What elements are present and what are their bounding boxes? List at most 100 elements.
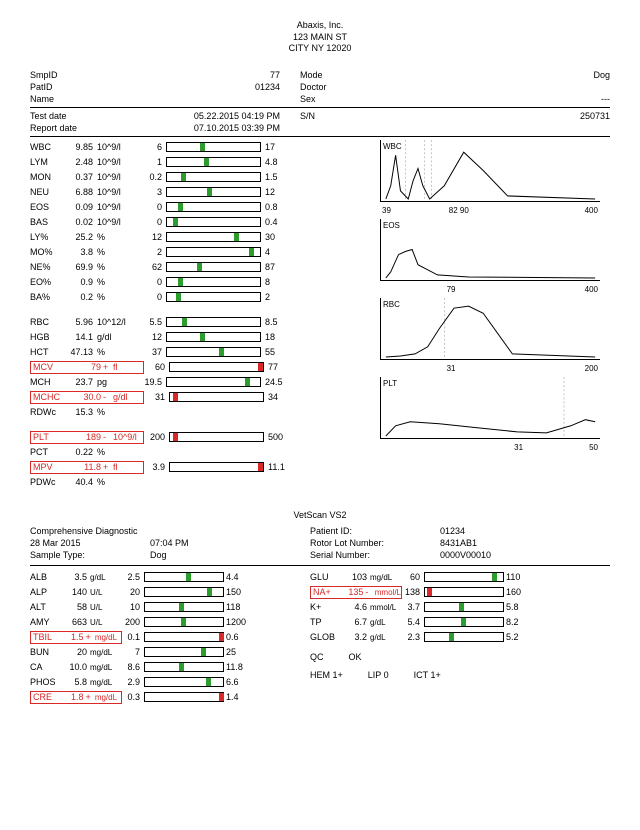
param-unit: 10^9/l — [97, 157, 139, 167]
param-row: PDWc 40.4 % — [30, 475, 370, 489]
address-line: 123 MAIN ST — [30, 32, 610, 44]
chem-high: 25 — [226, 647, 254, 657]
range-bar — [169, 392, 264, 402]
hem-value: HEM 1+ — [310, 670, 343, 680]
chem-high: 11.8 — [226, 662, 254, 672]
patid-label: PatID — [30, 82, 100, 92]
sampletype-label: Sample Type: — [30, 550, 150, 560]
rotorlot-label: Rotor Lot Number: — [310, 538, 440, 548]
range-bar — [166, 262, 261, 272]
chem-unit: U/L — [90, 618, 122, 627]
flagged-param: PLT189-10^9/l — [30, 431, 144, 444]
param-value: 9.85 — [62, 142, 97, 152]
chem-unit: g/dL — [370, 618, 402, 627]
doctor-label: Doctor — [300, 82, 350, 92]
chem-high: 118 — [226, 602, 254, 612]
axis-labels: 79400 — [380, 285, 600, 298]
param-value: 6.88 — [62, 187, 97, 197]
chem-value: 3.5 — [60, 572, 90, 582]
param-name: WBC — [30, 142, 62, 152]
patient-info: SmpID 77 Mode Dog PatID 01234 Doctor Nam… — [30, 70, 610, 137]
range-high: 77 — [266, 362, 296, 372]
param-row: EOS 0.09 10^9/l0 0.8 — [30, 200, 370, 214]
patientid-label: Patient ID: — [310, 526, 440, 536]
range-high: 2 — [263, 292, 293, 302]
chem-bar — [144, 587, 224, 597]
sex-label: Sex — [300, 94, 350, 104]
range-high: 8 — [263, 277, 293, 287]
chem-low: 0.1 — [122, 632, 142, 642]
range-bar — [166, 292, 261, 302]
flagged-param: MPV11.8+fl — [30, 461, 144, 474]
chem-unit: mg/dL — [90, 678, 122, 687]
chem-low: 5.4 — [402, 617, 422, 627]
param-row: HCT 47.13 %37 55 — [30, 345, 370, 359]
param-row: MPV11.8+fl 3.9 11.1 — [30, 460, 370, 474]
chem-low: 60 — [402, 572, 422, 582]
range-high: 1.5 — [263, 172, 293, 182]
param-value: 15.3 — [62, 407, 97, 417]
param-row: NEU 6.88 10^9/l3 12 — [30, 185, 370, 199]
serial-value: 0000V00010 — [440, 550, 491, 560]
mode-label: Mode — [300, 70, 350, 80]
chem-low: 2.9 — [122, 677, 142, 687]
param-value: 3.8 — [62, 247, 97, 257]
range-low: 12 — [139, 332, 164, 342]
chem-unit: mg/dL — [90, 648, 122, 657]
smpid-value: 77 — [100, 70, 300, 80]
chem-bar — [144, 647, 224, 657]
chem-high: 5.8 — [506, 602, 534, 612]
param-row: MCV79+fl 60 77 — [30, 360, 370, 374]
chem-bar — [144, 677, 224, 687]
param-value: 5.96 — [62, 317, 97, 327]
chem-name: GLU — [310, 572, 340, 582]
chem-bar — [144, 602, 224, 612]
flagged-chem: NA+135-mmol/L — [310, 586, 402, 599]
param-name: RDWc — [30, 407, 62, 417]
range-high: 30 — [263, 232, 293, 242]
chem-name: GLOB — [310, 632, 340, 642]
city-line: CITY NY 12020 — [30, 43, 610, 55]
param-row: BAS 0.02 10^9/l0 0.4 — [30, 215, 370, 229]
range-low: 0 — [139, 202, 164, 212]
param-name: NE% — [30, 262, 62, 272]
range-high: 0.4 — [263, 217, 293, 227]
time-value: 07:04 PM — [150, 538, 189, 548]
param-name: PDWc — [30, 477, 62, 487]
chem-row: NA+135-mmol/L 138 160 — [310, 585, 590, 599]
range-low: 3 — [139, 187, 164, 197]
chemistry-section: VetScan VS2 Comprehensive Diagnostic 28 … — [30, 510, 610, 705]
param-name: MCH — [30, 377, 62, 387]
chem-low: 200 — [122, 617, 142, 627]
chem-row: ALP 140 U/L20 150 — [30, 585, 310, 599]
param-row: NE% 69.9 %62 87 — [30, 260, 370, 274]
rotorlot-value: 8431AB1 — [440, 538, 477, 548]
patientid-value: 01234 — [440, 526, 465, 536]
qc-ok: OK — [349, 652, 362, 662]
range-bar — [166, 247, 261, 257]
range-bar — [166, 157, 261, 167]
param-row: MCHC30.0-g/dl 31 34 — [30, 390, 370, 404]
lab-report: Abaxis, Inc. 123 MAIN ST CITY NY 12020 S… — [0, 0, 640, 725]
param-unit: g/dl — [97, 332, 139, 342]
testdate-label: Test date — [30, 111, 100, 121]
chem-value: 663 — [60, 617, 90, 627]
param-row: PLT189-10^9/l 200 500 — [30, 430, 370, 444]
histogram-chart: PLT — [380, 377, 600, 439]
vs2-title: VetScan VS2 — [30, 510, 610, 520]
chem-unit: mg/dL — [370, 573, 402, 582]
param-value: 23.7 — [62, 377, 97, 387]
chart-label: WBC — [383, 142, 402, 151]
chem-value: 6.7 — [340, 617, 370, 627]
param-unit: % — [97, 247, 139, 257]
param-name: LY% — [30, 232, 62, 242]
range-bar — [169, 362, 264, 372]
chem-value: 58 — [60, 602, 90, 612]
range-high: 500 — [266, 432, 296, 442]
chem-low: 3.7 — [402, 602, 422, 612]
range-bar — [166, 377, 261, 387]
chem-name: CA — [30, 662, 60, 672]
range-low: 1 — [139, 157, 164, 167]
report-header: Abaxis, Inc. 123 MAIN ST CITY NY 12020 — [30, 20, 610, 55]
chem-unit: g/dL — [370, 633, 402, 642]
